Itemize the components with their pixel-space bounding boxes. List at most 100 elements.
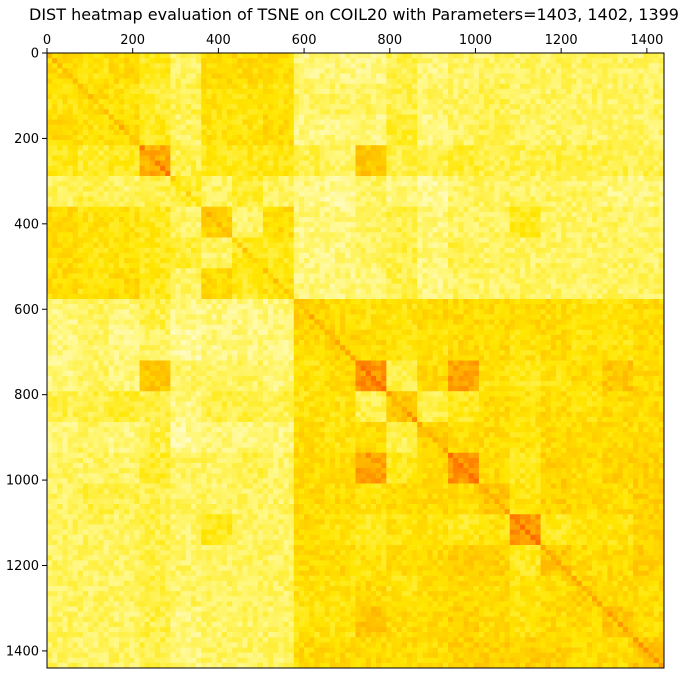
heatmap-cell [88, 211, 94, 218]
heatmap-cell [314, 88, 320, 95]
heatmap-cell [273, 83, 279, 90]
heatmap-cell [278, 94, 284, 100]
heatmap-cell [185, 114, 192, 121]
heatmap-cell [617, 252, 624, 259]
heatmap-cell [561, 68, 567, 74]
heatmap-cell [376, 135, 382, 141]
heatmap-cell [422, 155, 428, 162]
heatmap-cell [386, 186, 392, 192]
heatmap-cell [494, 222, 500, 228]
heatmap-cell [586, 129, 593, 136]
heatmap-cell [144, 237, 151, 244]
heatmap-cell [180, 181, 187, 187]
heatmap-cell [108, 191, 115, 197]
heatmap-cell [401, 155, 408, 162]
heatmap-cell [82, 176, 89, 182]
heatmap-cell [170, 263, 176, 269]
heatmap-cell [350, 104, 356, 110]
heatmap-cell [88, 155, 94, 162]
heatmap-cell [427, 232, 434, 238]
heatmap-cell [468, 150, 475, 156]
heatmap-cell [396, 160, 403, 167]
heatmap-cell [381, 206, 387, 213]
heatmap-cell [473, 58, 480, 64]
heatmap-cell [165, 242, 171, 249]
heatmap-cell [463, 165, 470, 172]
heatmap-cell [129, 58, 135, 64]
heatmap-cell [165, 68, 171, 74]
heatmap-cell [592, 165, 598, 172]
heatmap-cell [113, 114, 120, 121]
heatmap-cell [273, 63, 279, 69]
heatmap-cell [607, 83, 613, 90]
heatmap-cell [550, 63, 557, 69]
heatmap-cell [216, 165, 223, 172]
heatmap-cell [540, 53, 547, 59]
heatmap-cell [406, 73, 413, 80]
heatmap-cell [545, 201, 552, 208]
heatmap-cell [237, 211, 243, 218]
heatmap-cell [278, 129, 284, 136]
heatmap-cell [108, 201, 115, 208]
heatmap-cell [355, 94, 362, 100]
heatmap-cell [566, 258, 572, 264]
heatmap-cell [257, 211, 264, 218]
heatmap-cell [535, 232, 541, 238]
heatmap-cell [648, 58, 655, 64]
heatmap-cell [242, 170, 248, 177]
heatmap-cell [633, 150, 639, 156]
heatmap-cell [211, 129, 218, 136]
heatmap-cell [221, 263, 228, 269]
heatmap-cell [376, 155, 382, 162]
heatmap-cell [658, 145, 665, 151]
heatmap-cell [525, 109, 531, 115]
heatmap-cell [484, 99, 490, 105]
heatmap-cell [175, 176, 182, 182]
heatmap-cell [190, 88, 197, 95]
heatmap-cell [422, 150, 428, 156]
heatmap-cell [113, 150, 120, 156]
heatmap-cell [340, 222, 346, 228]
heatmap-cell [422, 104, 428, 110]
heatmap-cell [499, 150, 506, 156]
heatmap-cell [350, 242, 356, 249]
heatmap-cell [607, 58, 613, 64]
heatmap-cell [658, 140, 665, 146]
heatmap-cell [175, 227, 182, 233]
heatmap-cell [581, 191, 588, 197]
heatmap-cell [561, 104, 567, 110]
heatmap-cell [237, 73, 243, 80]
heatmap-cell [509, 165, 516, 172]
heatmap-cell [504, 176, 511, 182]
heatmap-cell [226, 263, 233, 269]
heatmap-cell [283, 217, 290, 223]
heatmap-cell [293, 114, 300, 121]
heatmap-cell [550, 109, 557, 115]
heatmap-cell [576, 114, 583, 121]
heatmap-cell [103, 201, 110, 208]
heatmap-cell [417, 150, 423, 156]
heatmap-cell [62, 140, 68, 146]
heatmap-cell [144, 258, 151, 264]
heatmap-cell [376, 83, 382, 90]
heatmap-cell [216, 119, 223, 126]
heatmap-cell [278, 191, 284, 197]
heatmap-cell [232, 68, 238, 74]
heatmap-cell [406, 135, 413, 141]
heatmap-cell [633, 109, 639, 115]
heatmap-cell [628, 94, 634, 100]
heatmap-cell [442, 109, 449, 115]
heatmap-cell [566, 109, 572, 115]
heatmap-cell [329, 176, 336, 182]
heatmap-cell [370, 222, 377, 228]
heatmap-cell [381, 58, 387, 64]
heatmap-cell [170, 88, 176, 95]
heatmap-cell [442, 211, 449, 218]
heatmap-cell [370, 258, 377, 264]
heatmap-cell [396, 217, 403, 223]
heatmap-cell [494, 227, 500, 233]
heatmap-cell [597, 160, 603, 167]
heatmap-cell [463, 145, 470, 151]
heatmap-cell [247, 53, 254, 59]
heatmap-cell [185, 63, 192, 69]
